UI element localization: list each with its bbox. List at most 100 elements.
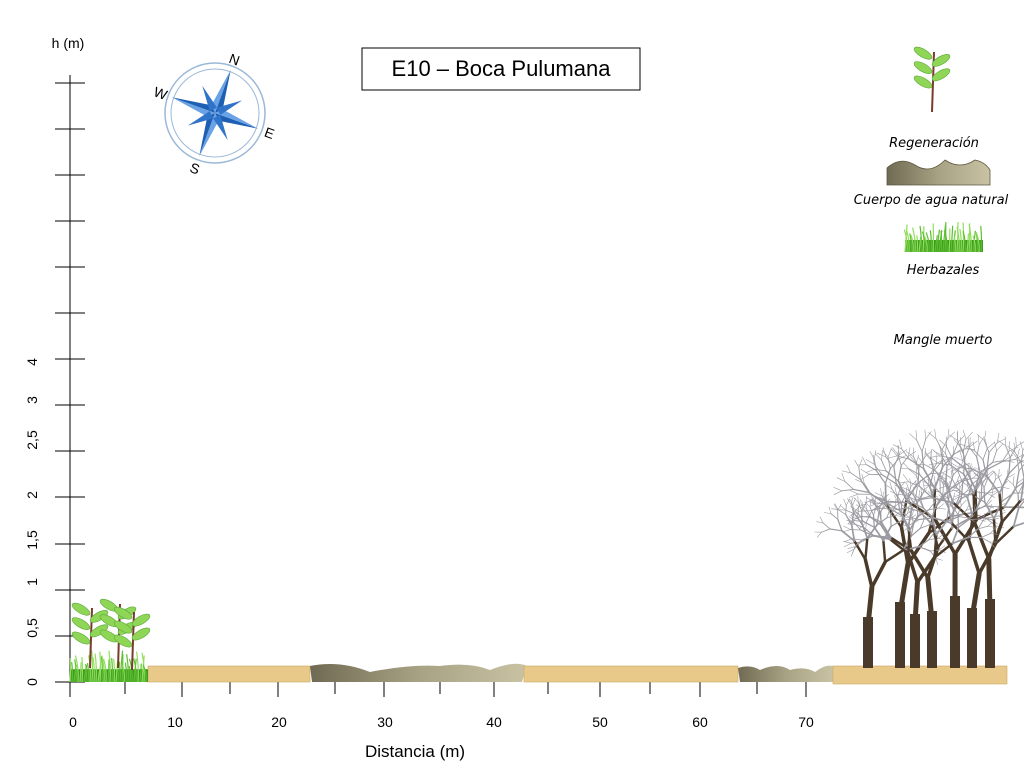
branch: [873, 507, 882, 511]
branch: [954, 493, 963, 498]
branch: [960, 499, 967, 506]
branch: [938, 494, 945, 501]
branch: [921, 480, 929, 485]
grass-blade: [94, 653, 97, 683]
branch: [928, 501, 936, 511]
branch: [906, 482, 910, 491]
branch: [908, 515, 919, 532]
branch: [980, 484, 983, 500]
branch: [1020, 449, 1024, 463]
grass-blade: [948, 228, 951, 253]
branch: [987, 472, 995, 479]
branch: [841, 489, 854, 492]
branch: [931, 505, 937, 519]
branch: [914, 480, 918, 489]
branch: [837, 518, 843, 532]
branch: [939, 491, 949, 506]
branch: [937, 473, 941, 483]
branch: [983, 501, 995, 520]
y-tick-label: 4: [24, 358, 40, 366]
compass-letter: S: [188, 159, 202, 177]
branch: [865, 459, 875, 465]
branch: [941, 449, 944, 468]
branch: [880, 488, 883, 497]
branch: [1001, 450, 1010, 463]
branch: [884, 468, 891, 485]
branch: [930, 522, 940, 549]
branch: [977, 515, 985, 520]
branch: [915, 503, 925, 509]
branch: [861, 473, 865, 484]
branch: [1005, 445, 1011, 458]
branch: [854, 516, 862, 520]
branch: [890, 448, 898, 457]
branch: [816, 521, 824, 524]
branch: [902, 462, 910, 470]
grass-blade: [923, 235, 928, 253]
branch: [821, 528, 831, 533]
regeneration-plants: [71, 598, 151, 671]
branch: [938, 545, 945, 551]
branch: [846, 464, 851, 474]
branch: [868, 500, 876, 505]
branch: [982, 447, 988, 461]
branch: [897, 561, 911, 616]
branch: [889, 481, 893, 490]
branch: [931, 485, 941, 493]
trunk: [927, 611, 937, 668]
branch: [873, 506, 877, 516]
branch: [998, 476, 1004, 488]
branch: [930, 457, 939, 464]
branch: [925, 575, 935, 623]
branch: [992, 459, 1006, 463]
grass-blade: [142, 664, 147, 683]
branch: [852, 488, 870, 494]
grass-blade: [85, 663, 88, 683]
y-tick-label: 0,5: [24, 618, 40, 638]
branch: [901, 448, 910, 460]
branch: [1009, 446, 1017, 458]
branch: [960, 443, 970, 448]
grass-blade: [936, 229, 941, 253]
title: E10 – Boca Pulumana: [392, 56, 612, 81]
branch: [881, 451, 883, 461]
grass-blade: [107, 659, 110, 683]
branch: [935, 557, 943, 561]
grass-blade: [980, 225, 983, 253]
leaf: [113, 634, 133, 648]
branch: [880, 503, 885, 513]
legend: Regeneración Cuerpo de agua natural Herb…: [854, 46, 1009, 348]
branch: [875, 470, 887, 485]
branch: [908, 458, 925, 470]
branch: [830, 513, 839, 520]
leaf: [931, 54, 951, 67]
branch: [819, 516, 824, 524]
branch: [967, 437, 970, 448]
branch: [958, 516, 969, 519]
grass-blade: [69, 658, 72, 683]
grass-blade: [950, 225, 954, 253]
branch: [849, 519, 856, 525]
branch: [934, 498, 942, 503]
branch: [833, 490, 843, 495]
x-tick-label: 30: [377, 714, 393, 730]
branch: [1019, 460, 1024, 463]
branch: [956, 478, 965, 483]
branch: [843, 498, 847, 506]
branch: [1017, 493, 1020, 509]
branch: [930, 449, 932, 459]
branch: [1000, 499, 1023, 524]
branch: [998, 492, 1004, 524]
grass-blade: [108, 650, 111, 683]
branch: [974, 487, 978, 521]
branch: [898, 487, 905, 496]
branch: [1014, 451, 1022, 463]
branch: [908, 516, 920, 520]
branch: [952, 449, 961, 456]
branch: [946, 502, 954, 507]
branch: [1015, 437, 1017, 447]
branch: [920, 499, 925, 509]
branch: [943, 499, 949, 509]
branch: [945, 444, 947, 454]
